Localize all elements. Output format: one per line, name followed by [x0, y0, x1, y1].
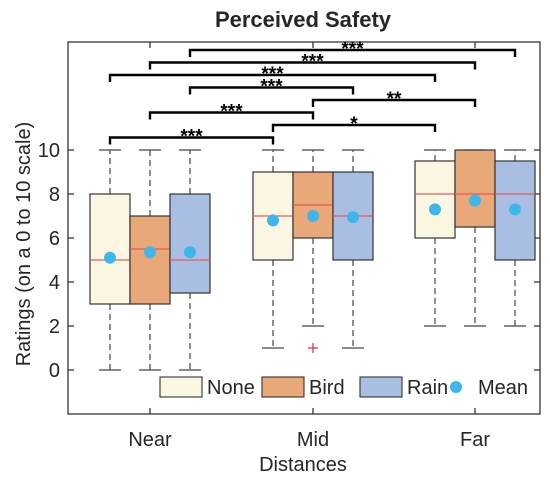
- significance-stars: **: [387, 89, 402, 110]
- legend-label: None: [207, 377, 255, 399]
- bracket-line: [108, 73, 437, 82]
- significance-stars: ***: [180, 127, 203, 148]
- significance-layer: *********************: [108, 39, 517, 148]
- box-rain-mid: [332, 149, 374, 349]
- legend-swatch: [450, 381, 462, 393]
- y-tick-label: 8: [49, 184, 60, 206]
- box-rain-near: [169, 149, 211, 371]
- box-bird-near: [129, 149, 171, 371]
- legend-item-bird: Bird: [261, 376, 345, 399]
- legend-swatch: [159, 376, 203, 398]
- box-iqr: [129, 215, 171, 305]
- y-tick-label: 6: [49, 228, 60, 250]
- bracket-line: [271, 123, 437, 132]
- significance-bracket: ***: [108, 64, 437, 85]
- legend-item-mean: Mean: [450, 377, 528, 399]
- significance-bracket: **: [311, 89, 477, 110]
- bracket-line: [188, 86, 355, 95]
- mean-marker: [307, 210, 319, 222]
- bracket-line: [311, 98, 477, 107]
- legend-item-rain: Rain: [359, 376, 448, 399]
- y-axis-label: Ratings (on a 0 to 10 scale): [13, 122, 35, 367]
- significance-bracket: ***: [148, 102, 315, 123]
- legend-label: Mean: [478, 377, 528, 399]
- legend: None Bird Rain Mean: [159, 376, 528, 399]
- legend-label: Bird: [309, 377, 345, 399]
- mean-marker: [267, 214, 279, 227]
- box-none-far: [414, 149, 456, 327]
- y-tick-label: 4: [49, 272, 60, 294]
- bracket-line: [148, 111, 315, 120]
- mean-marker: [104, 251, 116, 264]
- mean-marker: [509, 203, 521, 216]
- boxes-layer: [89, 149, 536, 371]
- x-axis-label: Distances: [259, 454, 347, 476]
- significance-bracket: *: [271, 114, 437, 135]
- legend-label: Rain: [407, 377, 448, 399]
- legend-item-none: None: [159, 376, 255, 399]
- y-tick-label: 10: [38, 140, 60, 162]
- box-bird-mid: [292, 149, 334, 353]
- significance-stars: ***: [301, 52, 324, 73]
- box-none-mid: [252, 149, 294, 349]
- significance-stars: ***: [260, 77, 283, 98]
- box-iqr: [454, 149, 496, 228]
- significance-bracket: ***: [108, 127, 275, 148]
- significance-bracket: ***: [188, 39, 517, 60]
- significance-bracket: ***: [148, 52, 477, 73]
- legend-swatch: [359, 376, 403, 398]
- y-axis: 0 2 4 6 8 10: [38, 140, 540, 382]
- x-axis: Near Mid Far: [128, 42, 490, 451]
- mean-marker: [144, 246, 156, 259]
- mean-marker: [184, 246, 196, 259]
- significance-stars: ***: [341, 39, 364, 60]
- y-tick-label: 2: [49, 316, 60, 338]
- box-none-near: [89, 149, 131, 371]
- y-tick-label: 0: [49, 360, 60, 382]
- mean-marker: [469, 194, 481, 207]
- mean-marker: [429, 203, 441, 216]
- box-iqr: [414, 160, 456, 239]
- mean-marker: [347, 211, 359, 224]
- chart-title: Perceived Safety: [215, 7, 392, 32]
- significance-stars: ***: [220, 102, 243, 123]
- bracket-line: [188, 48, 517, 57]
- x-tick-label-near: Near: [128, 429, 172, 451]
- bracket-line: [148, 61, 477, 70]
- box-iqr: [89, 193, 131, 305]
- x-tick-label-mid: Mid: [297, 429, 329, 451]
- box-iqr: [169, 193, 211, 294]
- legend-swatch: [261, 376, 305, 398]
- significance-stars: *: [350, 114, 358, 135]
- significance-stars: ***: [261, 64, 284, 85]
- x-tick-label-far: Far: [460, 429, 490, 451]
- bracket-line: [108, 136, 275, 145]
- significance-bracket: ***: [188, 77, 355, 98]
- box-rain-far: [494, 149, 536, 327]
